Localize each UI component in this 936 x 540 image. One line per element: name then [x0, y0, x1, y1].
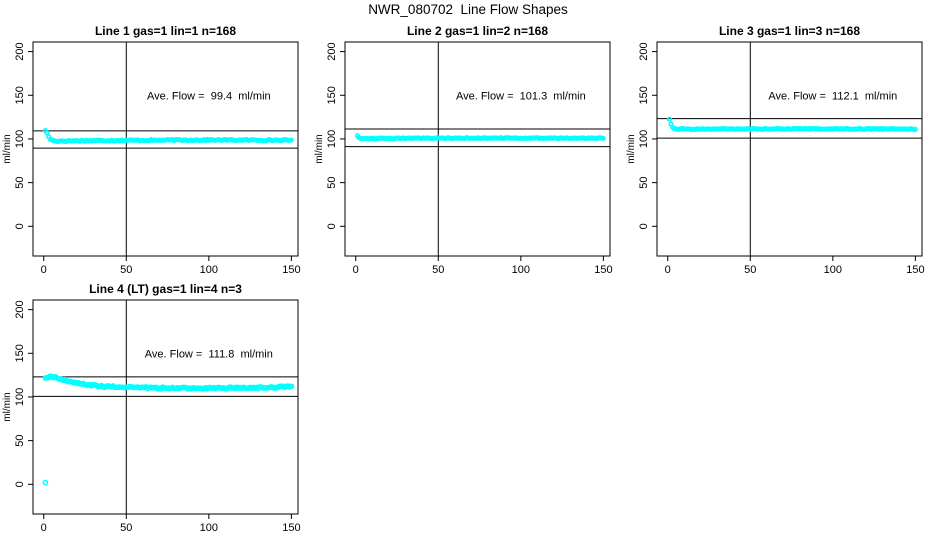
data-point	[288, 383, 295, 390]
subplot-title: Line 4 (LT) gas=1 lin=4 n=3	[89, 282, 242, 296]
subplot-title: Line 3 gas=1 lin=3 n=168	[719, 24, 860, 38]
subplot-line-2-canvas: Line 2 gas=1 lin=2 n=168 0 50 100 150 0 50 100 1…	[314, 24, 613, 276]
y-tick-label: 0	[14, 223, 26, 229]
x-tick-label: 100	[824, 264, 842, 276]
avg-flow-annotation: Ave. Flow = 112.1 ml/min	[768, 90, 897, 102]
plot-border	[656, 41, 923, 257]
y-tick-label: 50	[326, 177, 338, 189]
x-tick-label: 100	[200, 264, 218, 276]
data-point	[666, 116, 672, 122]
y-axis-label: ml/min	[626, 134, 637, 163]
x-tick-label: 0	[41, 264, 47, 276]
data-point	[288, 137, 294, 143]
y-tick-label: 150	[14, 344, 26, 362]
y-tick-label: 100	[14, 130, 26, 148]
subplot-line-1: Line 1 gas=1 lin=1 n=168 0 50 100 150 0 50 100 1…	[0, 22, 312, 282]
subplot-line-1-canvas: Line 1 gas=1 lin=1 n=168 0 50 100 150 0 50 100 1…	[2, 24, 301, 276]
y-tick-label: 150	[638, 86, 650, 104]
y-tick-label: 150	[326, 86, 338, 104]
y-tick-label: 0	[638, 223, 650, 229]
y-axis-label: ml/min	[2, 134, 13, 163]
y-tick-label: 100	[638, 130, 650, 148]
subplot-title: Line 1 gas=1 lin=1 n=168	[95, 24, 236, 38]
x-tick-label: 100	[200, 522, 218, 534]
y-tick-label: 200	[14, 300, 26, 318]
x-tick-label: 100	[512, 264, 530, 276]
figure-title: NWR_080702 Line Flow Shapes	[368, 2, 568, 17]
x-tick-label: 50	[744, 264, 756, 276]
x-tick-label: 50	[120, 522, 132, 534]
y-tick-label: 100	[14, 388, 26, 406]
x-tick-label: 0	[353, 264, 359, 276]
x-tick-label: 150	[594, 264, 612, 276]
subplot-line-4: Line 4 (LT) gas=1 lin=4 n=3 0 50 100 150 0 50 1…	[0, 280, 312, 540]
subplot-line-3: Line 3 gas=1 lin=3 n=168 0 50 100 150 0 50 100 1…	[624, 22, 936, 282]
plot-border	[344, 41, 611, 257]
avg-flow-annotation: Ave. Flow = 111.8 ml/min	[145, 348, 273, 360]
plot-border	[32, 299, 299, 515]
subplot-line-2: Line 2 gas=1 lin=2 n=168 0 50 100 150 0 50 100 1…	[312, 22, 624, 282]
x-tick-label: 0	[665, 264, 671, 276]
data-point	[44, 130, 50, 136]
avg-flow-annotation: Ave. Flow = 101.3 ml/min	[456, 90, 586, 102]
x-tick-label: 50	[120, 264, 132, 276]
y-axis-label: ml/min	[2, 392, 13, 421]
subplot-title: Line 2 gas=1 lin=2 n=168	[407, 24, 548, 38]
y-axis-label: ml/min	[314, 134, 325, 163]
y-tick-label: 200	[638, 42, 650, 60]
x-tick-label: 150	[282, 522, 300, 534]
data-point	[600, 135, 606, 141]
y-tick-label: 100	[326, 130, 338, 148]
y-tick-label: 0	[326, 223, 338, 229]
avg-flow-annotation: Ave. Flow = 99.4 ml/min	[147, 90, 271, 102]
outlier-data-point	[42, 479, 49, 486]
plot-border	[32, 41, 299, 257]
x-tick-label: 150	[906, 264, 924, 276]
data-point	[912, 126, 918, 132]
y-tick-label: 50	[14, 435, 26, 447]
x-tick-label: 0	[41, 522, 47, 534]
subplot-line-4-canvas: Line 4 (LT) gas=1 lin=4 n=3 0 50 100 150 0 50 1…	[2, 282, 301, 534]
subplot-line-3-canvas: Line 3 gas=1 lin=3 n=168 0 50 100 150 0 50 100 1…	[626, 24, 925, 276]
x-tick-label: 50	[432, 264, 444, 276]
y-tick-label: 200	[326, 42, 338, 60]
y-tick-label: 200	[14, 42, 26, 60]
y-tick-label: 50	[638, 177, 650, 189]
x-tick-label: 150	[282, 264, 300, 276]
y-tick-label: 150	[14, 86, 26, 104]
y-tick-label: 50	[14, 177, 26, 189]
y-tick-label: 0	[14, 481, 26, 487]
